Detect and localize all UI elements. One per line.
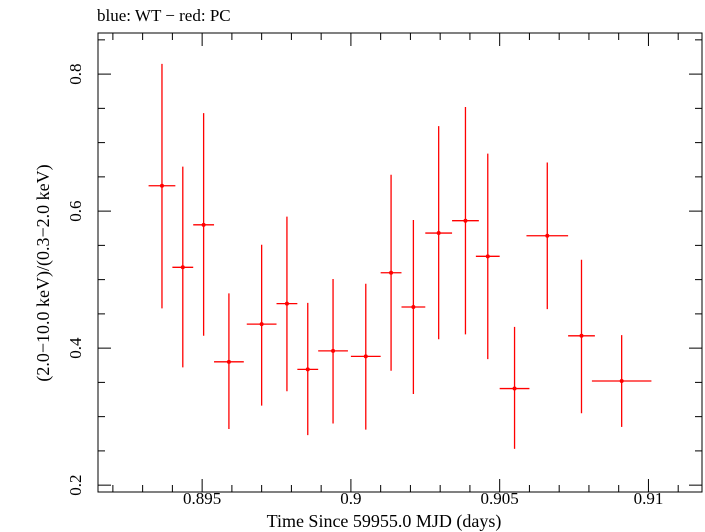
data-point xyxy=(350,283,381,430)
y-axis: 0.2 0.4 0.6 0.8 xyxy=(66,39,702,496)
point-marker xyxy=(180,265,185,270)
point-marker xyxy=(436,231,441,236)
point-marker xyxy=(619,379,624,384)
data-point xyxy=(475,153,500,360)
point-marker xyxy=(579,333,584,338)
data-point xyxy=(297,302,319,436)
point-marker xyxy=(512,386,517,391)
point-marker xyxy=(389,270,394,275)
y-tick-label: 0.2 xyxy=(66,475,85,496)
x-axis-label: Time Since 59955.0 MJD (days) xyxy=(267,511,502,532)
point-marker xyxy=(463,218,468,223)
plot-frame xyxy=(97,32,703,493)
data-point xyxy=(318,278,348,424)
point-marker xyxy=(226,359,231,364)
point-marker xyxy=(305,367,310,372)
x-tick-label: 0.895 xyxy=(183,489,221,508)
point-marker xyxy=(201,222,206,227)
data-point xyxy=(499,326,530,449)
x-tick-label: 0.91 xyxy=(634,489,664,508)
y-axis-label: (2.0−10.0 keV)/(0.3−2.0 keV) xyxy=(33,164,54,381)
data-point xyxy=(401,220,426,395)
data-point xyxy=(276,216,298,392)
point-marker xyxy=(363,354,368,359)
point-marker xyxy=(259,322,264,327)
data-point xyxy=(568,259,595,414)
x-tick-label: 0.905 xyxy=(481,489,519,508)
data-point xyxy=(380,174,402,371)
point-marker xyxy=(331,348,336,353)
data-point xyxy=(452,106,479,335)
point-marker xyxy=(485,254,490,259)
data-series xyxy=(148,63,652,449)
data-point xyxy=(526,162,569,310)
point-marker xyxy=(284,301,289,306)
data-point xyxy=(193,113,215,336)
data-point xyxy=(148,63,176,309)
data-point xyxy=(214,293,244,429)
point-marker xyxy=(159,183,164,188)
x-axis: 0.895 0.9 0.905 0.91 xyxy=(112,33,679,508)
y-tick-label: 0.8 xyxy=(66,63,85,84)
chart-title: blue: WT − red: PC xyxy=(97,6,231,25)
x-tick-label: 0.9 xyxy=(340,489,361,508)
data-point xyxy=(246,244,277,406)
point-marker xyxy=(411,305,416,310)
point-marker xyxy=(545,233,550,238)
y-tick-label: 0.6 xyxy=(66,200,85,221)
y-tick-label: 0.4 xyxy=(66,337,85,359)
data-point xyxy=(172,166,194,368)
data-point xyxy=(425,126,453,340)
data-point xyxy=(591,335,652,427)
